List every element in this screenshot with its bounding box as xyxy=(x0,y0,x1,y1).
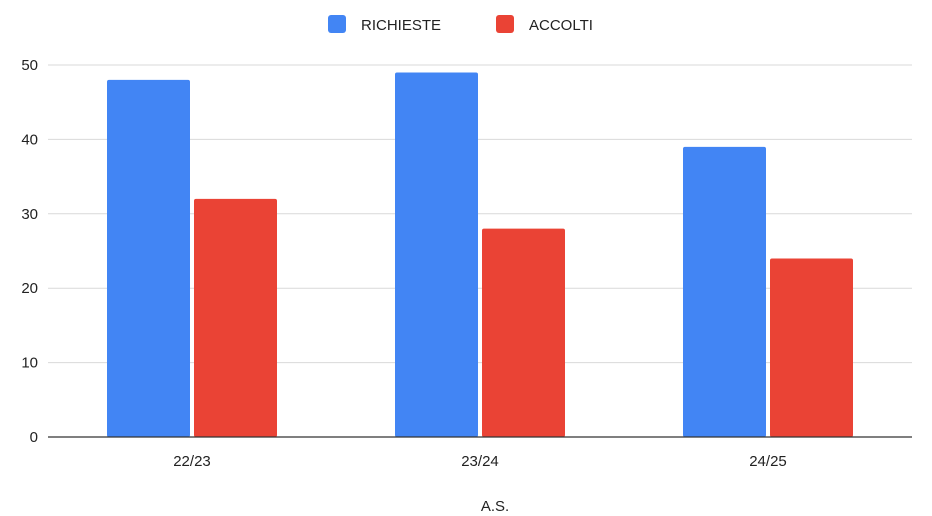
bar-accolti-24-25 xyxy=(770,258,853,437)
legend-label: ACCOLTI xyxy=(529,17,593,34)
y-tick-label: 20 xyxy=(21,280,38,297)
legend-swatch xyxy=(496,15,514,33)
x-axis-title: A.S. xyxy=(481,498,509,515)
bar-accolti-22-23 xyxy=(194,198,277,437)
x-tick-label: 23/24 xyxy=(461,453,499,470)
legend-label: RICHIESTE xyxy=(361,17,441,34)
legend-swatch xyxy=(328,15,346,33)
y-tick-label: 10 xyxy=(21,355,38,372)
bar-richieste-22-23 xyxy=(107,79,190,437)
gridlines xyxy=(48,64,912,364)
bars xyxy=(107,72,853,437)
y-tick-label: 30 xyxy=(21,206,38,223)
y-tick-label: 0 xyxy=(30,429,38,446)
bar-accolti-23-24 xyxy=(482,228,565,437)
y-tick-label: 50 xyxy=(21,57,38,74)
y-tick-label: 40 xyxy=(21,131,38,148)
bar-richieste-24-25 xyxy=(683,146,766,437)
x-axis-ticks: 22/23 23/24 24/25 xyxy=(173,453,787,470)
y-axis-ticks: 0 10 20 30 40 50 xyxy=(21,57,38,446)
x-tick-label: 24/25 xyxy=(749,453,787,470)
bar-richieste-23-24 xyxy=(395,72,478,437)
legend: RICHIESTE ACCOLTI xyxy=(328,15,593,34)
x-tick-label: 22/23 xyxy=(173,453,211,470)
